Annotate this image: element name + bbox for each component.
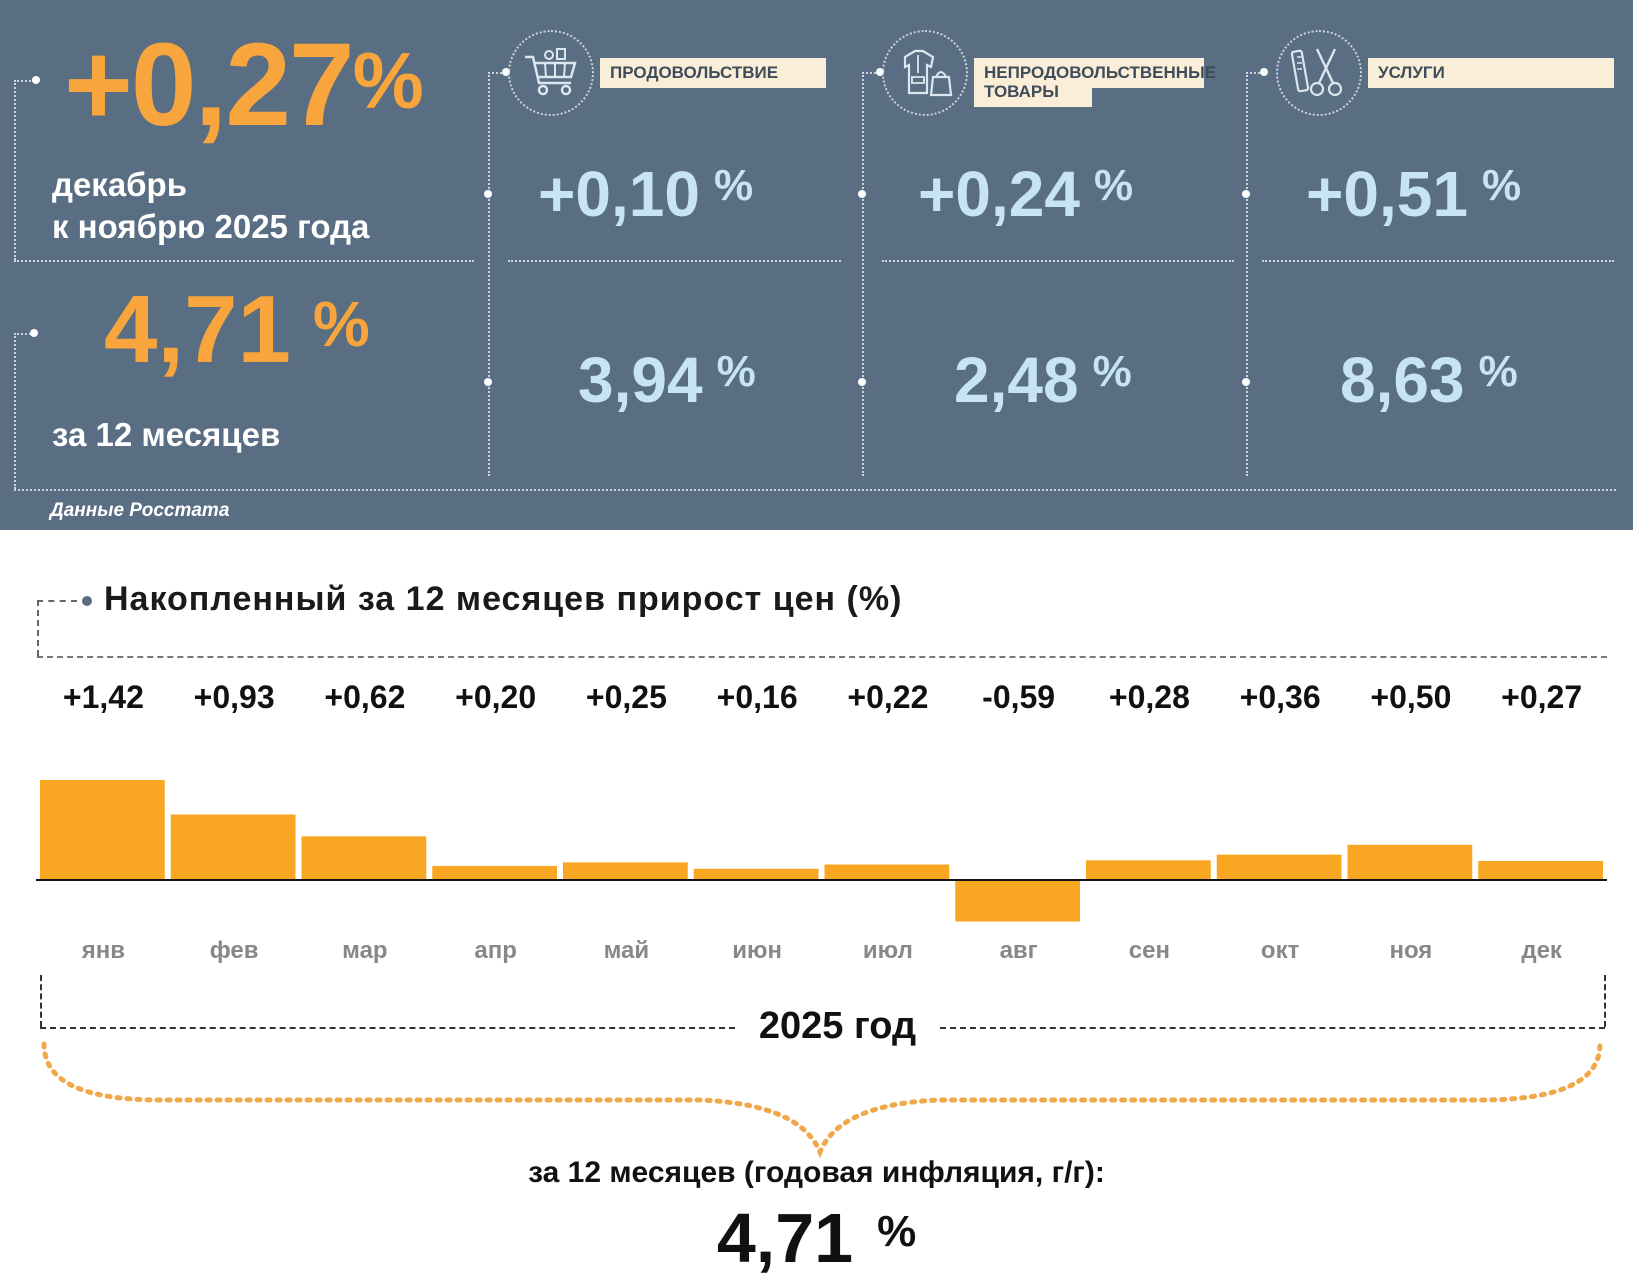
panel-bottom-divider xyxy=(14,489,1616,491)
column-guide xyxy=(1246,72,1264,74)
guide-line xyxy=(14,333,34,335)
nonfood-monthly-value: +0,24% xyxy=(918,158,1134,230)
bar-мар xyxy=(301,836,427,880)
guide-dot xyxy=(1242,378,1250,386)
guide-dot xyxy=(1242,190,1250,198)
category-label-food: ПРОДОВОЛЬСТВИЕ xyxy=(600,58,826,88)
row-divider xyxy=(14,260,474,262)
bar-июл xyxy=(824,864,950,880)
bar-окт xyxy=(1216,854,1342,880)
value-label-дек: +0,27 xyxy=(1501,679,1582,715)
column-guide xyxy=(862,72,864,476)
year-bracket-left xyxy=(40,975,42,1027)
column-guide xyxy=(862,72,880,74)
value-label-июл: +0,22 xyxy=(847,679,928,715)
month-label-янв: янв xyxy=(81,937,125,964)
title-dot xyxy=(82,596,92,606)
title-guide xyxy=(37,600,77,602)
month-label-окт: окт xyxy=(1261,937,1300,964)
annual-cpi-value: 4,71% xyxy=(104,276,370,383)
month-label-май: май xyxy=(604,937,650,964)
guide-dot xyxy=(876,68,884,76)
year-line-left xyxy=(40,1027,735,1029)
category-label-services: УСЛУГИ xyxy=(1368,58,1614,88)
bar-chart: +1,42 янв +0,93 фев +0,62 мар +0,20 апр +0,25 май… xyxy=(36,679,1607,964)
month-label-апр: апр xyxy=(474,937,517,964)
value-label-сен: +0,28 xyxy=(1109,679,1190,715)
guide-dot xyxy=(858,378,866,386)
guide-line xyxy=(14,80,34,82)
bar-фев xyxy=(170,814,296,880)
month-label-дек: дек xyxy=(1521,937,1563,964)
nonfood-annual-value: 2,48% xyxy=(954,344,1132,416)
summary-caption: за 12 месяцев (годовая инфляция, г/г): xyxy=(528,1156,1105,1189)
value-label-апр: +0,20 xyxy=(455,679,536,715)
month-label-июл: июл xyxy=(863,937,913,964)
row-divider xyxy=(508,260,841,262)
services-monthly-value: +0,51% xyxy=(1306,158,1522,230)
monthly-caption-line1: декабрь xyxy=(52,166,187,203)
bar-сен xyxy=(1086,860,1211,880)
chart-title: Накопленный за 12 месяцев прирост цен (%… xyxy=(104,580,903,618)
bar-ноя xyxy=(1347,844,1473,880)
title-guide xyxy=(37,600,39,656)
guide-dot xyxy=(484,190,492,198)
guide-line xyxy=(14,80,16,260)
value-label-авг: -0,59 xyxy=(982,679,1055,715)
value-label-мар: +0,62 xyxy=(324,679,405,715)
month-label-сен: сен xyxy=(1129,937,1170,964)
bar-янв xyxy=(40,780,165,880)
summary-panel: +0,27% декабрь к ноябрю 2025 года 4,71% … xyxy=(0,0,1633,530)
bar-май xyxy=(563,862,688,880)
annual-caption: за 12 месяцев xyxy=(52,416,281,453)
food-annual-value: 3,94% xyxy=(578,344,756,416)
month-label-мар: мар xyxy=(342,937,387,964)
guide-dot xyxy=(1260,68,1268,76)
row-divider xyxy=(1262,260,1614,262)
services-annual-value: 8,63% xyxy=(1340,344,1518,416)
bar-дек xyxy=(1478,860,1603,880)
bar-июн xyxy=(693,868,819,880)
guide-line xyxy=(14,333,16,489)
monthly-caption-line2: к ноябрю 2025 года xyxy=(52,208,370,245)
clothing-bag-icon xyxy=(882,30,968,116)
bar-апр xyxy=(432,865,557,880)
column-guide xyxy=(1246,72,1248,476)
year-bracket-right xyxy=(1604,975,1606,1027)
column-guide xyxy=(488,72,490,476)
value-label-июн: +0,16 xyxy=(717,679,798,715)
year-line-right xyxy=(940,1027,1605,1029)
monthly-caption: декабрь к ноябрю 2025 года xyxy=(52,164,369,248)
guide-dot xyxy=(32,76,40,84)
monthly-cpi-value: +0,27% xyxy=(64,19,424,151)
source-note: Данные Росстата xyxy=(50,500,230,521)
category-label-nonfood-line2: ТОВАРЫ xyxy=(974,80,1092,107)
value-label-май: +0,25 xyxy=(586,679,667,715)
guide-dot xyxy=(502,68,510,76)
summary-value: 4,71% xyxy=(716,1199,917,1277)
month-label-июн: июн xyxy=(732,937,782,964)
month-label-ноя: ноя xyxy=(1389,937,1432,964)
value-label-ноя: +0,50 xyxy=(1370,679,1451,715)
month-label-фев: фев xyxy=(210,937,259,964)
shopping-cart-icon xyxy=(508,30,594,116)
guide-dot xyxy=(30,329,38,337)
guide-dot xyxy=(858,190,866,198)
year-label: 2025 год xyxy=(758,1005,917,1047)
value-label-фев: +0,93 xyxy=(194,679,275,715)
bar-авг xyxy=(955,880,1080,922)
title-underline xyxy=(37,656,1607,658)
curly-brace xyxy=(41,1041,1603,1159)
comb-scissors-icon xyxy=(1276,30,1362,116)
row-divider xyxy=(882,260,1234,262)
month-label-авг: авг xyxy=(1000,937,1038,964)
value-label-янв: +1,42 xyxy=(63,679,144,715)
column-guide xyxy=(488,72,506,74)
food-monthly-value: +0,10% xyxy=(538,158,754,230)
value-label-окт: +0,36 xyxy=(1240,679,1321,715)
guide-dot xyxy=(484,378,492,386)
